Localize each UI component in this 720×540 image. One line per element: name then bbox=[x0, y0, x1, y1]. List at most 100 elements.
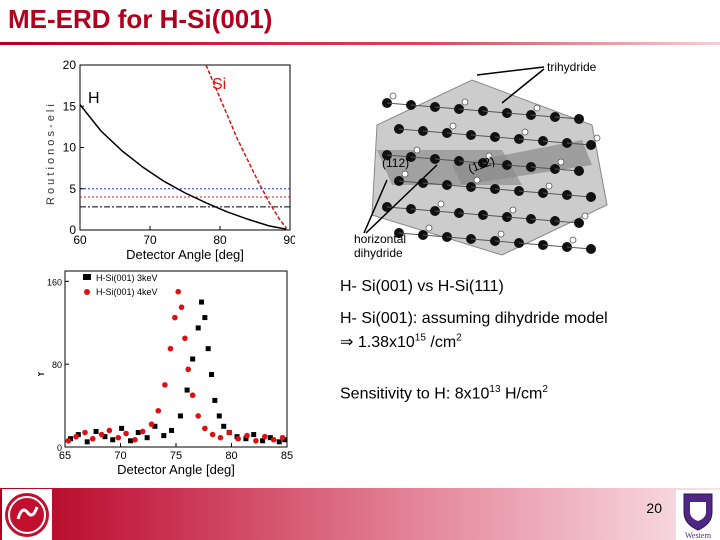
title-underline bbox=[0, 42, 720, 45]
h-atom bbox=[533, 104, 541, 112]
h-atom bbox=[461, 98, 469, 106]
si-atom bbox=[574, 114, 584, 124]
si-atom bbox=[574, 218, 584, 228]
h-atom bbox=[401, 170, 409, 178]
chart2-point-4kev bbox=[175, 288, 182, 295]
chart2-point-4kev bbox=[167, 345, 174, 352]
chart2-point-4kev bbox=[65, 437, 72, 444]
h-atom bbox=[473, 176, 481, 184]
si-atom bbox=[586, 244, 596, 254]
chart2-ytick-label: 80 bbox=[52, 360, 62, 370]
chart2-point-3kev bbox=[135, 430, 141, 436]
chart2-point-4kev bbox=[253, 437, 259, 444]
chart2-point-3kev bbox=[216, 413, 222, 419]
chart2-point-3kev bbox=[221, 423, 227, 429]
h-atom bbox=[425, 224, 433, 232]
chart2-point-4kev bbox=[162, 382, 168, 388]
label-112a: (112) bbox=[382, 156, 409, 170]
legend-marker-4kev bbox=[84, 289, 90, 295]
arrow-dihydride-2 bbox=[365, 164, 438, 234]
chart2-point-4kev bbox=[155, 407, 162, 414]
chart1-ytick-label: 20 bbox=[63, 58, 77, 72]
slide-title: ME-ERD for H-Si(001) bbox=[8, 4, 273, 34]
chart1-frame bbox=[79, 64, 291, 231]
chart1-series-label-h: H bbox=[88, 90, 100, 107]
chart2-point-3kev bbox=[75, 432, 81, 438]
chart2-point-4kev bbox=[98, 431, 105, 438]
chart2-point-3kev bbox=[243, 436, 249, 442]
chart2-point-3kev bbox=[205, 346, 211, 352]
chart2-point-4kev bbox=[270, 436, 277, 443]
chart2-ytick-label: 160 bbox=[47, 277, 62, 287]
h-atom bbox=[389, 92, 397, 100]
bullet-line-4-suffix: H/cm bbox=[500, 385, 543, 403]
label-horizontal: horizontal bbox=[354, 232, 406, 246]
chart1-xtick-label: 90 bbox=[283, 233, 295, 247]
chart1-xlabel: Detector Angle [deg] bbox=[126, 247, 244, 262]
bullet-line-3-suffix: /cm bbox=[425, 334, 457, 351]
chart2-point-3kev bbox=[119, 425, 125, 431]
chart1-series-h bbox=[79, 104, 287, 230]
chart1-ylabel: R o u t i o n o s - e l i bbox=[45, 104, 57, 205]
chart2-point-4kev bbox=[115, 434, 122, 441]
h-atom bbox=[449, 122, 457, 130]
chart2-point-4kev bbox=[217, 434, 224, 441]
chart2-point-4kev bbox=[209, 431, 216, 438]
chart2-frame bbox=[64, 270, 288, 448]
chart2-ytick-label: 0 bbox=[57, 443, 62, 453]
chart1-ytick-label: 10 bbox=[63, 141, 77, 155]
bullet-line-3: ⇒ 1.38x1015 /cm2 bbox=[340, 332, 462, 352]
chart2-point-3kev bbox=[184, 387, 190, 393]
chart2-point-4kev bbox=[148, 421, 155, 428]
h-atom bbox=[509, 206, 517, 214]
chart2-point-3kev bbox=[161, 433, 167, 439]
chart2-point-4kev bbox=[195, 413, 201, 419]
chart2-point-3kev bbox=[202, 315, 208, 321]
chart2-xlabel: Detector Angle [deg] bbox=[117, 462, 235, 477]
chart2-point-3kev bbox=[93, 428, 99, 434]
chart2-point-3kev bbox=[209, 372, 215, 378]
chart1-ytick-label: 0 bbox=[69, 223, 76, 237]
chart2-point-3kev bbox=[177, 413, 183, 419]
chart2-point-4kev bbox=[202, 425, 208, 432]
chart2-point-3kev bbox=[282, 437, 288, 443]
h-atom bbox=[545, 182, 553, 190]
bullet-line-1: H- Si(001) vs H-Si(111) bbox=[340, 278, 504, 295]
h-atom bbox=[593, 134, 601, 142]
western-crest-logo: Western bbox=[676, 490, 720, 540]
bullet-line-2: H- Si(001): assuming dihydride model bbox=[340, 310, 608, 327]
chart2-point-4kev bbox=[262, 433, 268, 440]
chart2-point-4kev bbox=[182, 335, 188, 342]
chart2-point-4kev bbox=[189, 392, 196, 399]
chart2-point-4kev bbox=[106, 427, 113, 434]
bullet-line-4-prefix: Sensitivity to H: 8x10 bbox=[340, 385, 490, 403]
arrow-trihydride-1 bbox=[476, 66, 545, 76]
label-dihydride: dihydride bbox=[354, 246, 403, 260]
western-logo-text: Western bbox=[685, 531, 711, 540]
chart1-xtick-label: 60 bbox=[73, 233, 87, 247]
h-atom bbox=[485, 152, 493, 160]
chart2-point-3kev bbox=[84, 439, 90, 445]
dimer-row-band-2 bbox=[452, 140, 592, 185]
yield-vs-angle-chart: 65 70 75 80 85 0 80 160 H-Si(001) 3keV H-Si(001… bbox=[38, 270, 293, 477]
si-atom bbox=[586, 192, 596, 202]
h-atom bbox=[497, 230, 505, 238]
si-atom bbox=[586, 140, 596, 150]
chart2-point-3kev bbox=[110, 437, 116, 443]
chart2-point-4kev bbox=[178, 304, 185, 311]
bullet-line-3-exp: 15 bbox=[414, 332, 426, 344]
chart2-point-3kev bbox=[102, 434, 108, 440]
chart2-point-4kev bbox=[172, 314, 178, 321]
university-seal-logo bbox=[2, 489, 52, 540]
chart2-point-4kev bbox=[139, 428, 146, 435]
chart2-xtick-label: 80 bbox=[225, 450, 237, 462]
chart2-point-4kev bbox=[73, 433, 79, 440]
chart2-xtick-label: 70 bbox=[114, 450, 126, 462]
si001-surface-diagram: (112) (112) trihydride horizontal dihydr… bbox=[352, 55, 622, 265]
h-atom bbox=[569, 236, 577, 244]
chart2-point-4kev bbox=[244, 432, 250, 439]
chart2-point-3kev bbox=[144, 435, 150, 441]
chart2-point-4kev bbox=[235, 435, 241, 442]
chart2-xtick-label: 85 bbox=[281, 450, 293, 462]
chart2-point-3kev bbox=[169, 427, 175, 433]
